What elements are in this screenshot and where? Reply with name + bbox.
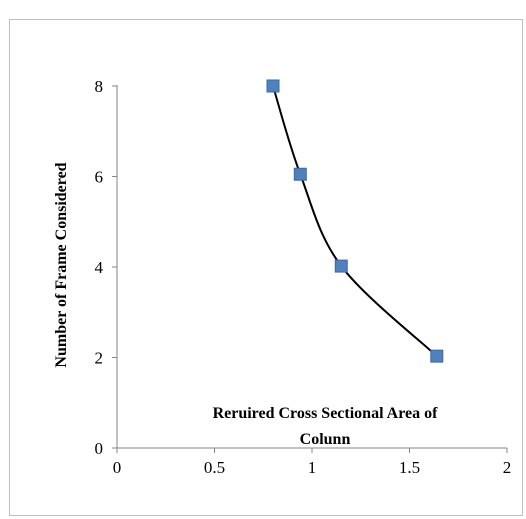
y-tick-label: 2 xyxy=(95,349,104,368)
chart-series xyxy=(266,79,444,363)
x-tick-label: 0 xyxy=(113,458,122,477)
chart-frame xyxy=(9,19,523,516)
data-point-marker xyxy=(334,259,348,273)
x-tick-label: 2 xyxy=(503,458,512,477)
chart-labels: Reruired Cross Sectional Area of Colunn … xyxy=(53,162,438,448)
x-tick-label: 0.5 xyxy=(204,458,225,477)
data-point-marker xyxy=(430,349,444,363)
x-axis-title-line-2: Colunn xyxy=(300,431,351,448)
data-point-marker xyxy=(266,79,280,93)
chart-axes xyxy=(116,85,507,449)
y-tick-label: 6 xyxy=(95,168,104,187)
data-point-marker xyxy=(293,167,307,181)
y-axis-title: Number of Frame Considered xyxy=(53,162,70,367)
x-axis-title-line-1: Reruired Cross Sectional Area of xyxy=(213,405,439,422)
x-tick-label: 1 xyxy=(308,458,317,477)
x-tick-label: 1.5 xyxy=(399,458,420,477)
y-tick-label: 4 xyxy=(95,258,104,277)
series-line xyxy=(272,85,438,357)
chart-ticks: 0 2 4 6 8 0 0.5 1 1.5 2 xyxy=(95,77,512,477)
y-tick-label: 8 xyxy=(95,77,104,96)
y-tick-label: 0 xyxy=(95,439,104,458)
